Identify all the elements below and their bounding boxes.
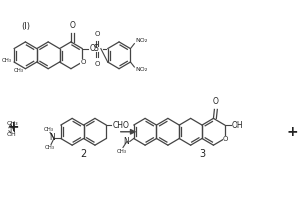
Text: O: O bbox=[94, 61, 100, 67]
Text: +: + bbox=[286, 125, 298, 139]
Text: O: O bbox=[223, 136, 229, 142]
Text: S: S bbox=[94, 44, 98, 53]
Text: O: O bbox=[94, 31, 100, 37]
Text: OH: OH bbox=[232, 121, 243, 130]
Text: NO₂: NO₂ bbox=[135, 67, 148, 72]
Text: CH₃: CH₃ bbox=[7, 121, 19, 126]
Text: CH₃: CH₃ bbox=[45, 145, 55, 150]
Text: 2: 2 bbox=[80, 149, 87, 159]
Text: CH₃: CH₃ bbox=[44, 127, 54, 132]
Text: O: O bbox=[70, 21, 75, 30]
Text: N: N bbox=[9, 125, 15, 134]
Text: CHO: CHO bbox=[112, 121, 129, 130]
Text: O: O bbox=[212, 97, 218, 106]
Text: N: N bbox=[123, 137, 129, 146]
Text: NO₂: NO₂ bbox=[135, 38, 148, 43]
Text: (I): (I) bbox=[21, 22, 30, 31]
Text: +: + bbox=[8, 120, 20, 134]
Text: CH₃: CH₃ bbox=[13, 68, 23, 73]
Text: O: O bbox=[89, 44, 95, 53]
Text: OH: OH bbox=[7, 132, 17, 137]
Text: O: O bbox=[81, 59, 86, 65]
Text: CH₃: CH₃ bbox=[2, 58, 12, 63]
Text: CH₃: CH₃ bbox=[117, 149, 127, 154]
Text: N: N bbox=[49, 133, 55, 142]
Text: 3: 3 bbox=[199, 149, 205, 159]
